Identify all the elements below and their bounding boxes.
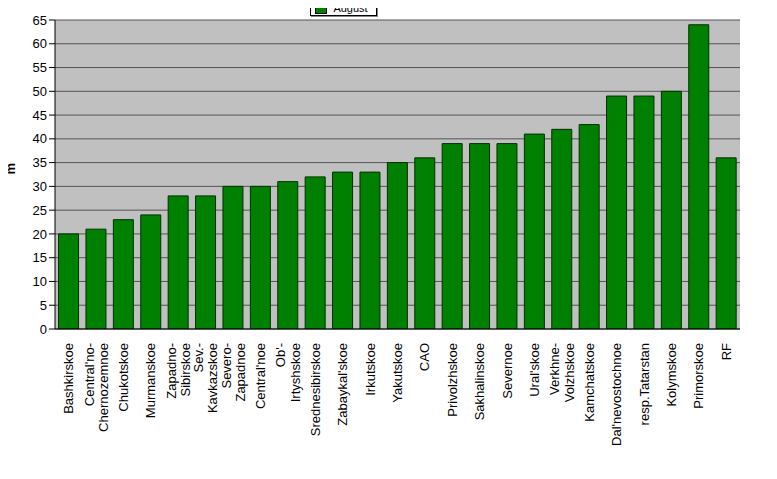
svg-text:Sev.-Kavkazskoe: Sev.-Kavkazskoe [191, 343, 220, 413]
svg-text:Central'no-Chernozemnoe: Central'no-Chernozemnoe [82, 343, 111, 432]
svg-text:30: 30 [33, 179, 47, 194]
svg-text:15: 15 [33, 250, 47, 265]
svg-text:Yakutskoe: Yakutskoe [390, 343, 405, 403]
svg-text:Verkhne-Volzhskoe: Verkhne-Volzhskoe [547, 343, 576, 402]
svg-text:5: 5 [40, 298, 47, 313]
svg-text:Chukotskoe: Chukotskoe [116, 343, 131, 412]
svg-text:Kamchatskoe: Kamchatskoe [582, 343, 597, 422]
svg-text:Ob'-Irtyshskoe: Ob'-Irtyshskoe [273, 343, 302, 402]
svg-text:55: 55 [33, 60, 47, 75]
svg-text:35: 35 [33, 155, 47, 170]
svg-text:Irkutskoe: Irkutskoe [363, 343, 378, 396]
svg-text:Central'noe: Central'noe [253, 343, 268, 409]
svg-text:65: 65 [33, 13, 47, 28]
svg-text:Severnoe: Severnoe [500, 343, 515, 399]
svg-text:Srednesibirskoe: Srednesibirskoe [308, 343, 323, 436]
svg-text:CAO: CAO [417, 343, 432, 371]
svg-text:10: 10 [33, 274, 47, 289]
svg-text:0: 0 [40, 322, 47, 337]
svg-text:40: 40 [33, 131, 47, 146]
svg-text:Privolzhskoe: Privolzhskoe [445, 343, 460, 417]
html-text:August: August [333, 2, 368, 14]
svg-text:Murmanskoe: Murmanskoe [143, 343, 158, 418]
svg-text:Ural'skoe: Ural'skoe [527, 343, 542, 397]
svg-text:Severo-Zapadnoe: Severo-Zapadnoe [219, 343, 248, 402]
svg-text:Dal'nevostochnoe: Dal'nevostochnoe [609, 343, 624, 446]
svg-text:Primorskoe: Primorskoe [691, 343, 706, 409]
svg-text:Bashkirskoe: Bashkirskoe [61, 343, 76, 414]
svg-text:Zapadno-Sibirskoe: Zapadno-Sibirskoe [164, 343, 193, 399]
svg-text:50: 50 [33, 84, 47, 99]
svg-text:m: m [8, 163, 18, 175]
svg-text:45: 45 [33, 108, 47, 123]
svg-text:Zabaykal'skoe: Zabaykal'skoe [335, 343, 350, 426]
svg-text:20: 20 [33, 227, 47, 242]
svg-text:RF: RF [719, 343, 734, 360]
svg-text:Kolymskoe: Kolymskoe [664, 343, 679, 407]
svg-text:resp.Tatarstan: resp.Tatarstan [637, 343, 652, 425]
svg-text:25: 25 [33, 203, 47, 218]
svg-text:60: 60 [33, 36, 47, 51]
svg-text:Sakhalinskoe: Sakhalinskoe [472, 343, 487, 420]
